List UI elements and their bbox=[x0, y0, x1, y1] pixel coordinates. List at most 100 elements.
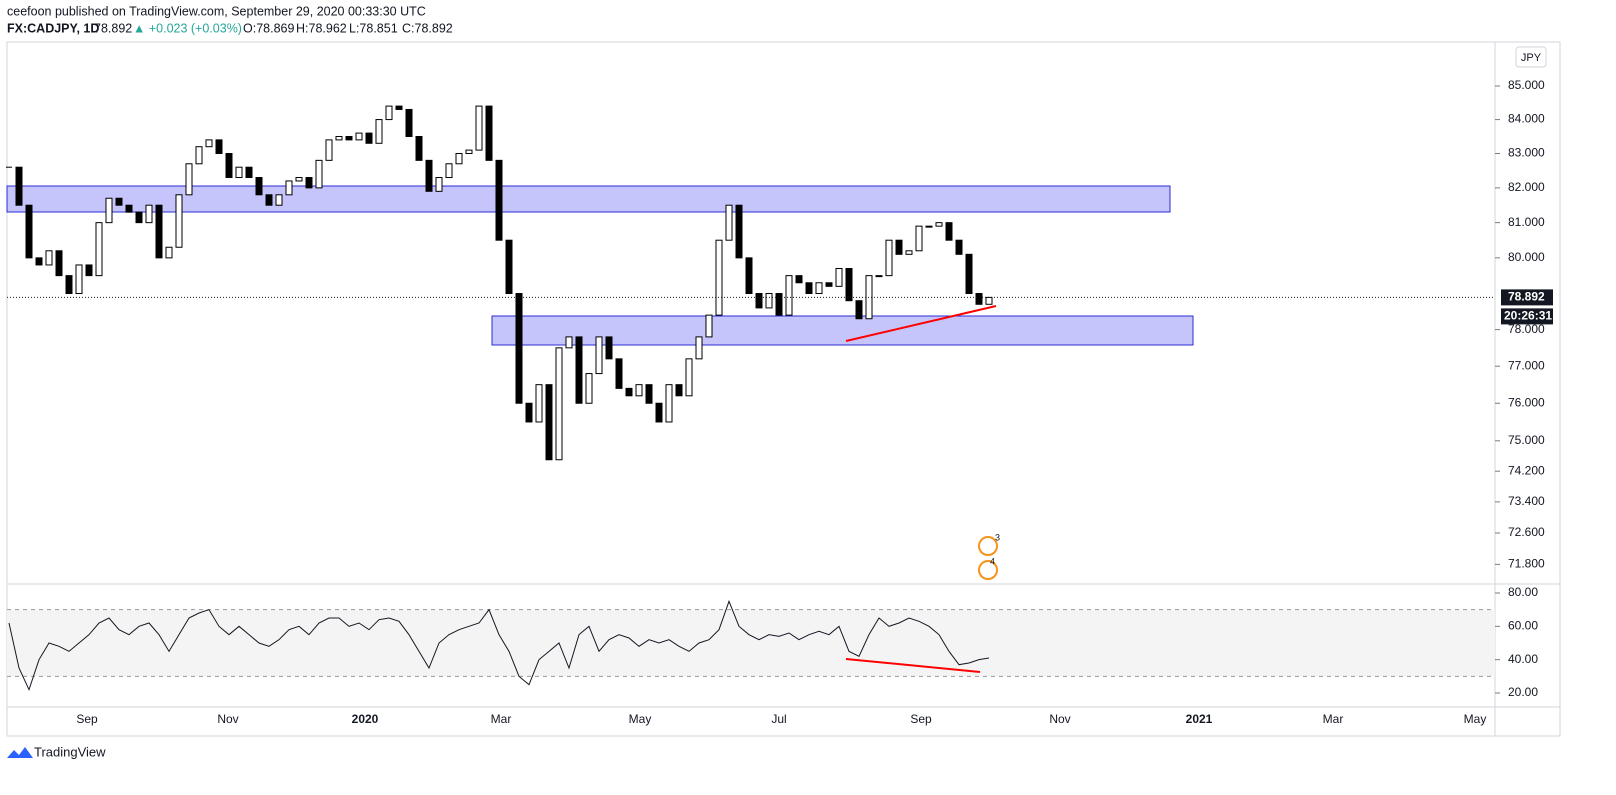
high: H:78.962 bbox=[296, 21, 347, 35]
time-label: Nov bbox=[217, 712, 238, 726]
candle bbox=[855, 300, 863, 320]
frame bbox=[6, 41, 1561, 737]
event-count: 3 bbox=[995, 532, 1000, 542]
rsi-band bbox=[7, 609, 1495, 677]
candle bbox=[365, 132, 373, 144]
candle bbox=[295, 177, 303, 182]
candle bbox=[895, 239, 903, 255]
y-tick-label: 85.000 bbox=[1508, 78, 1545, 92]
candle bbox=[655, 402, 663, 423]
y-tick-label: 81.000 bbox=[1508, 215, 1545, 229]
candle bbox=[755, 293, 763, 309]
candle bbox=[25, 204, 33, 259]
rsi-tick-label: 40.00 bbox=[1508, 652, 1538, 666]
time-label: 2021 bbox=[1186, 712, 1213, 726]
y-tick-label: 71.800 bbox=[1508, 557, 1545, 571]
y-tick-label: 77.000 bbox=[1508, 358, 1545, 372]
candle bbox=[195, 146, 203, 165]
rsi-tick-label: 60.00 bbox=[1508, 619, 1538, 633]
candle bbox=[75, 264, 83, 295]
candle bbox=[255, 177, 263, 196]
time-label: Mar bbox=[1323, 712, 1344, 726]
time-label: Sep bbox=[910, 712, 932, 726]
rsi-tick-label: 80.00 bbox=[1508, 585, 1538, 599]
y-tick-label: 83.000 bbox=[1508, 146, 1545, 160]
close: C:78.892 bbox=[402, 21, 453, 35]
trend-line bbox=[845, 305, 997, 342]
candle bbox=[445, 163, 453, 179]
candle bbox=[215, 139, 223, 155]
candle bbox=[695, 336, 703, 360]
event-icon[interactable] bbox=[978, 560, 998, 580]
candle bbox=[275, 194, 283, 206]
candle bbox=[805, 282, 813, 295]
candle bbox=[745, 257, 753, 295]
rsi-tick-label: 20.00 bbox=[1508, 685, 1538, 699]
candle bbox=[645, 384, 653, 404]
candle bbox=[495, 159, 503, 241]
y-tick-label: 84.000 bbox=[1508, 112, 1545, 126]
candle bbox=[315, 159, 323, 189]
candle bbox=[905, 250, 913, 255]
y-tick-label: 78.000 bbox=[1508, 322, 1545, 336]
candle bbox=[55, 250, 63, 277]
candle bbox=[985, 296, 993, 305]
candle bbox=[405, 108, 413, 137]
candle bbox=[825, 282, 833, 287]
rsi-trend-line bbox=[845, 658, 981, 673]
time-label: May bbox=[1464, 712, 1487, 726]
currency-box bbox=[1515, 46, 1547, 68]
y-tick-label: 74.200 bbox=[1508, 463, 1545, 477]
candle bbox=[615, 358, 623, 389]
candle bbox=[35, 257, 43, 266]
countdown-badge bbox=[1501, 308, 1553, 325]
event-count: 4 bbox=[990, 556, 995, 566]
candle bbox=[155, 204, 163, 259]
candle bbox=[725, 204, 733, 241]
candle bbox=[125, 204, 133, 213]
candle bbox=[435, 177, 443, 192]
candle bbox=[325, 139, 333, 161]
candle bbox=[585, 373, 593, 404]
candle bbox=[545, 384, 553, 461]
candle bbox=[85, 264, 93, 277]
time-label: Sep bbox=[76, 712, 98, 726]
candle bbox=[65, 275, 73, 295]
candle bbox=[175, 194, 183, 248]
y-tick-label: 75.000 bbox=[1508, 433, 1545, 447]
candle bbox=[385, 105, 393, 121]
resistance-zone bbox=[6, 185, 1171, 213]
low: L:78.851 bbox=[349, 21, 398, 35]
y-tick-label: 80.000 bbox=[1508, 250, 1545, 264]
candle bbox=[415, 135, 423, 161]
candle bbox=[605, 336, 613, 360]
y-tick-label: 72.600 bbox=[1508, 525, 1545, 539]
event-icon[interactable] bbox=[978, 536, 998, 556]
last: 78.892 bbox=[94, 21, 132, 35]
time-label: May bbox=[629, 712, 652, 726]
y-tick-label: 82.000 bbox=[1508, 180, 1545, 194]
logo bbox=[7, 747, 33, 758]
candle bbox=[675, 384, 683, 397]
candle bbox=[565, 336, 573, 349]
time-label: Jul bbox=[771, 712, 786, 726]
candle bbox=[475, 105, 483, 151]
candle bbox=[465, 149, 473, 155]
candle bbox=[185, 163, 193, 196]
candle bbox=[45, 250, 53, 266]
candle bbox=[735, 204, 743, 259]
published-line: ceefoon published on TradingView.com, Se… bbox=[7, 4, 426, 18]
candle bbox=[95, 222, 103, 277]
candle bbox=[835, 268, 843, 287]
candle bbox=[915, 225, 923, 252]
candle bbox=[815, 282, 823, 295]
candle bbox=[625, 387, 633, 397]
candle bbox=[265, 194, 273, 206]
y-tick-label: 76.000 bbox=[1508, 395, 1545, 409]
candle bbox=[115, 197, 123, 206]
candle bbox=[165, 246, 173, 259]
currency: JPY bbox=[1521, 52, 1542, 64]
candle bbox=[575, 336, 583, 404]
